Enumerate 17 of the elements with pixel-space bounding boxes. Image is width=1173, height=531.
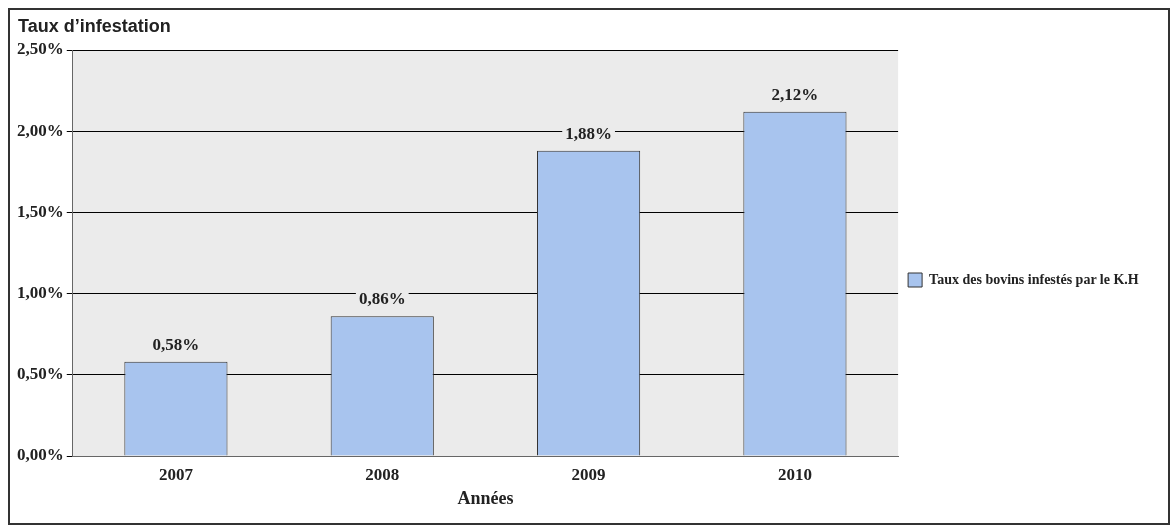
legend-label: Taux des bovins infestés par le K.H (929, 271, 1139, 287)
x-axis-title: Années (457, 487, 514, 508)
y-axis-title: Taux d’infestation (18, 15, 171, 36)
x-tick-label: 2007 (158, 464, 194, 484)
x-tick-label: 2009 (571, 464, 606, 484)
y-tick-label: 0,00% (17, 445, 64, 465)
data-label: 0,58% (152, 334, 200, 354)
data-label: 0,86% (358, 289, 406, 309)
y-tick-label: 1,00% (17, 282, 64, 302)
y-tick-label: 0,50% (17, 364, 64, 384)
x-tick-label: 2008 (365, 464, 400, 484)
y-tick-label: 2,50% (17, 39, 64, 59)
y-tick-label: 2,00% (17, 120, 64, 140)
x-tick-label: 2010 (777, 464, 812, 484)
y-tick-label: 1,50% (17, 201, 64, 221)
data-label: 2,12% (771, 84, 819, 104)
data-label: 1,88% (565, 123, 612, 143)
